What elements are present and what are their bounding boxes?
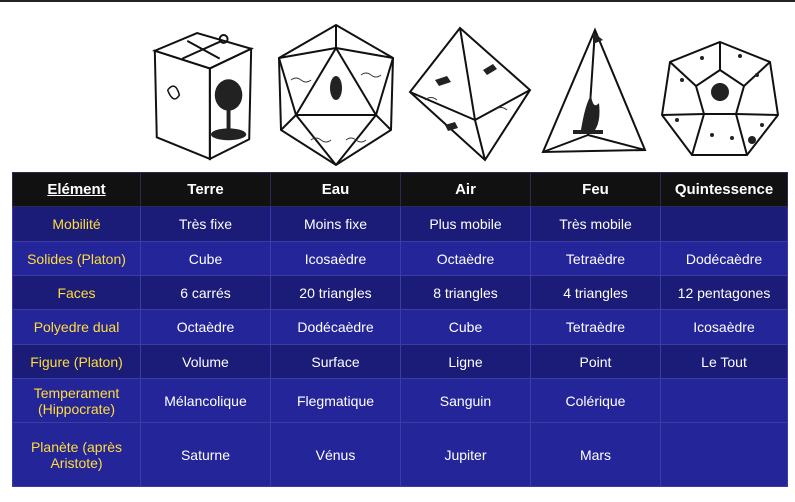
header-element: Elément [12, 172, 141, 207]
table-cell [660, 422, 788, 487]
row-label: Mobilité [12, 206, 141, 242]
dodecahedron-heavens-icon [660, 40, 780, 156]
table-row-planete: Planète (après Aristote) Saturne Vénus J… [12, 422, 788, 487]
header-air: Air [400, 172, 531, 207]
top-border [0, 0, 795, 2]
table-cell: Cube [140, 241, 271, 276]
icosahedron-water-icon [277, 23, 395, 167]
row-label: Faces [12, 275, 141, 310]
row-label: Planète (après Aristote) [12, 422, 141, 487]
table-cell: Dodécaèdre [660, 241, 788, 276]
table-cell: Volume [140, 344, 271, 379]
table-cell: Colérique [530, 378, 661, 423]
table-cell [660, 206, 788, 242]
table-cell: Octaèdre [400, 241, 531, 276]
table-cell: Icosaèdre [660, 309, 788, 345]
header-terre: Terre [140, 172, 271, 207]
table-row-solides: Solides (Platon) Cube Icosaèdre Octaèdre… [12, 241, 788, 276]
table-cell: Dodécaèdre [270, 309, 401, 345]
table-cell: Flegmatique [270, 378, 401, 423]
header-feu: Feu [530, 172, 661, 207]
table-cell: 6 carrés [140, 275, 271, 310]
cube-earth-icon [151, 32, 254, 161]
table-cell: Mars [530, 422, 661, 487]
table-cell: Cube [400, 309, 531, 345]
table-cell: Surface [270, 344, 401, 379]
table-cell: Le Tout [660, 344, 788, 379]
table-row-mobilite: Mobilité Très fixe Moins fixe Plus mobil… [12, 206, 788, 242]
table-cell: Jupiter [400, 422, 531, 487]
table-cell: Ligne [400, 344, 531, 379]
row-label: Solides (Platon) [12, 241, 141, 276]
table-cell: 20 triangles [270, 275, 401, 310]
header-quintessence: Quintessence [660, 172, 788, 207]
table-cell: Tetraèdre [530, 241, 661, 276]
icosahedron-water-illustration [270, 20, 402, 170]
table-cell: Icosaèdre [270, 241, 401, 276]
octahedron-air-icon [408, 26, 532, 162]
table-cell: Octaèdre [140, 309, 271, 345]
tetrahedron-fire-illustration [533, 20, 653, 170]
table-cell: Sanguin [400, 378, 531, 423]
table-cell: Très fixe [140, 206, 271, 242]
table-cell: Saturne [140, 422, 271, 487]
table-row-polyedre-dual: Polyedre dual Octaèdre Dodécaèdre Cube T… [12, 309, 788, 345]
cube-earth-illustration [143, 20, 261, 170]
table-cell: 8 triangles [400, 275, 531, 310]
table-cell: Mélancolique [140, 378, 271, 423]
table-cell: Plus mobile [400, 206, 531, 242]
table-row-temperament: Temperament (Hippocrate) Mélancolique Fl… [12, 378, 788, 423]
header-eau: Eau [270, 172, 401, 207]
table-cell: Point [530, 344, 661, 379]
dodecahedron-heavens-illustration [652, 20, 787, 170]
table-cell: Très mobile [530, 206, 661, 242]
platonic-elements-table: Elément Terre Eau Air Feu Quintessence M… [12, 172, 788, 487]
table-row-faces: Faces 6 carrés 20 triangles 8 triangles … [12, 275, 788, 310]
octahedron-air-illustration [405, 20, 535, 170]
row-label: Figure (Platon) [12, 344, 141, 379]
tetrahedron-fire-icon [541, 27, 647, 154]
table-cell: Vénus [270, 422, 401, 487]
table-cell: Tetraèdre [530, 309, 661, 345]
row-label: Temperament (Hippocrate) [12, 378, 141, 423]
table-row-figure: Figure (Platon) Volume Surface Ligne Poi… [12, 344, 788, 379]
row-label: Polyedre dual [12, 309, 141, 345]
table-cell [660, 378, 788, 423]
table-cell: 4 triangles [530, 275, 661, 310]
table-header-row: Elément Terre Eau Air Feu Quintessence [12, 172, 788, 207]
table-cell: 12 pentagones [660, 275, 788, 310]
table-cell: Moins fixe [270, 206, 401, 242]
